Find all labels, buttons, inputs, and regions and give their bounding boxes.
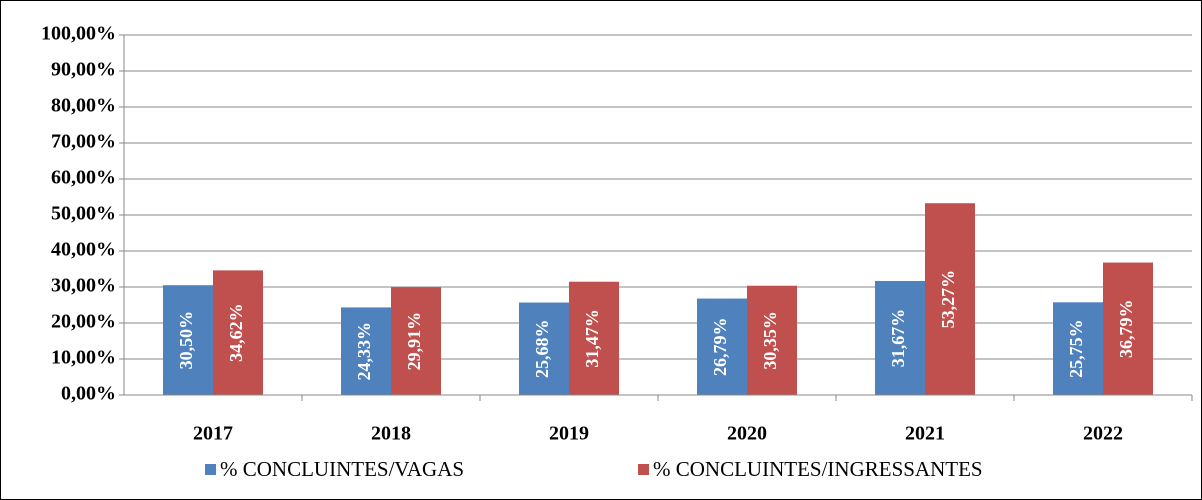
y-tick-label: 20,00% bbox=[51, 311, 116, 333]
y-tick-label: 10,00% bbox=[51, 347, 116, 369]
bar bbox=[747, 285, 797, 395]
value-label: 25,75% bbox=[1066, 319, 1086, 378]
value-label: 25,68% bbox=[532, 320, 552, 379]
y-tick-label: 40,00% bbox=[51, 239, 116, 261]
value-label: 36,79% bbox=[1116, 300, 1136, 359]
y-tick-label: 70,00% bbox=[51, 131, 116, 153]
bar bbox=[341, 307, 391, 395]
bar bbox=[925, 203, 975, 395]
value-label: 34,62% bbox=[226, 303, 246, 362]
x-tick-label: 2021 bbox=[905, 423, 945, 445]
x-tick-label: 2020 bbox=[727, 423, 767, 445]
y-tick-label: 0,00% bbox=[61, 383, 116, 405]
y-tick-label: 30,00% bbox=[51, 275, 116, 297]
y-tick-label: 80,00% bbox=[51, 95, 116, 117]
value-label: 31,67% bbox=[888, 309, 908, 368]
bar bbox=[697, 298, 747, 395]
x-tick-label: 2017 bbox=[193, 423, 233, 445]
y-tick-label: 100,00% bbox=[41, 23, 116, 45]
legend-swatch bbox=[638, 464, 649, 475]
legend-label: % CONCLUINTES/INGRESSANTES bbox=[653, 457, 983, 481]
y-tick-label: 50,00% bbox=[51, 203, 116, 225]
bar bbox=[569, 281, 619, 395]
value-label: 30,50% bbox=[176, 311, 196, 370]
bar bbox=[391, 287, 441, 395]
value-label: 30,35% bbox=[760, 311, 780, 370]
bar bbox=[519, 302, 569, 395]
value-label: 29,91% bbox=[404, 312, 424, 371]
y-tick-label: 90,00% bbox=[51, 59, 116, 81]
value-label: 26,79% bbox=[710, 318, 730, 377]
x-tick-label: 2018 bbox=[371, 423, 411, 445]
legend-label: % CONCLUINTES/VAGAS bbox=[220, 457, 464, 481]
bar bbox=[1103, 262, 1153, 395]
value-label: 31,47% bbox=[582, 309, 602, 368]
bar bbox=[213, 270, 263, 395]
bar bbox=[1053, 302, 1103, 395]
bar bbox=[163, 285, 213, 395]
x-tick-label: 2022 bbox=[1083, 423, 1123, 445]
bar bbox=[875, 280, 925, 395]
legend-swatch bbox=[205, 464, 216, 475]
value-label: 53,27% bbox=[938, 270, 958, 329]
value-label: 24,33% bbox=[354, 322, 374, 381]
x-tick-label: 2019 bbox=[549, 423, 589, 445]
y-tick-label: 60,00% bbox=[51, 167, 116, 189]
